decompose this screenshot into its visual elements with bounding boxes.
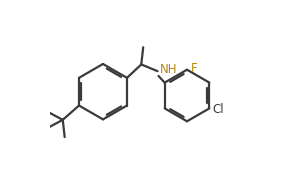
Text: F: F: [191, 62, 197, 75]
Text: Cl: Cl: [213, 103, 224, 116]
Text: NH: NH: [160, 63, 177, 76]
